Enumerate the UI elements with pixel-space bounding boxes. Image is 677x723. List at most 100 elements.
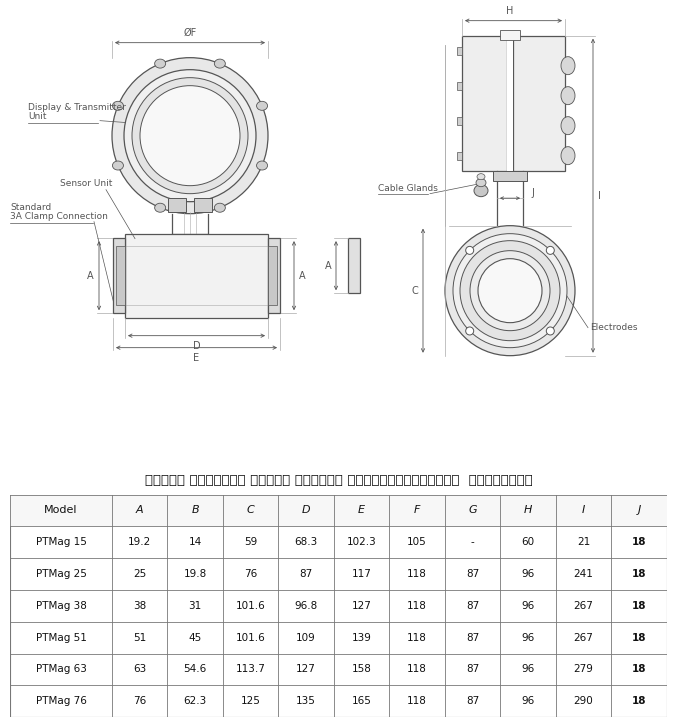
Text: 18: 18 [632,601,647,611]
Text: Sensor Unit: Sensor Unit [60,179,112,188]
Text: C: C [247,505,255,515]
Circle shape [546,247,554,254]
Text: PTMag 25: PTMag 25 [36,569,87,579]
Text: C: C [411,286,418,296]
Text: 127: 127 [352,601,372,611]
Text: 127: 127 [297,664,316,675]
Text: F: F [414,505,420,515]
Text: D: D [302,505,311,515]
Bar [168,197,186,212]
Text: 96: 96 [521,664,535,675]
Text: A: A [326,261,332,270]
Circle shape [453,234,567,348]
Circle shape [466,247,474,254]
Text: A: A [136,505,144,515]
Text: 38: 38 [133,601,146,611]
Text: G: G [186,121,194,131]
Text: 113.7: 113.7 [236,664,265,675]
Bar [194,197,212,212]
Text: Unit: Unit [28,111,47,121]
Text: -: - [471,537,475,547]
Text: 76: 76 [133,696,146,706]
Ellipse shape [476,179,486,187]
Text: 51: 51 [133,633,146,643]
Text: G: G [468,505,477,515]
Ellipse shape [561,116,575,134]
Text: B: B [515,290,521,299]
Bar [457,152,462,160]
Bar [348,238,360,293]
Text: 62.3: 62.3 [183,696,206,706]
Circle shape [546,327,554,335]
Bar [493,171,527,181]
Text: 118: 118 [407,633,427,643]
Text: 18: 18 [632,664,647,675]
Text: Standard: Standard [10,202,51,212]
Text: 18: 18 [632,537,647,547]
Bar [113,238,125,313]
Ellipse shape [154,203,166,213]
Circle shape [445,226,575,356]
Ellipse shape [215,203,225,213]
Text: 18: 18 [632,633,647,643]
Circle shape [470,251,550,330]
Text: 125: 125 [241,696,261,706]
Text: 45: 45 [189,633,202,643]
Text: 18: 18 [632,569,647,579]
Text: 14: 14 [189,537,202,547]
Text: 135: 135 [297,696,316,706]
Ellipse shape [477,174,485,180]
Circle shape [478,259,542,322]
Ellipse shape [124,69,256,202]
Text: 118: 118 [407,601,427,611]
Bar [116,246,125,305]
Text: PTMag 76: PTMag 76 [36,696,87,706]
Bar [268,238,280,313]
Text: I: I [582,505,585,515]
Ellipse shape [561,147,575,165]
Text: 279: 279 [573,664,594,675]
Text: 96: 96 [521,696,535,706]
Text: 96.8: 96.8 [294,601,318,611]
Text: 267: 267 [573,633,594,643]
Text: 87: 87 [466,569,479,579]
Text: PTMag 51: PTMag 51 [36,633,87,643]
Text: Electrodes: Electrodes [590,323,638,332]
Text: 96: 96 [521,569,535,579]
Text: 101.6: 101.6 [236,601,265,611]
Ellipse shape [561,56,575,74]
Text: 21: 21 [577,537,590,547]
Bar [457,47,462,55]
Text: H: H [506,6,514,16]
Text: 60: 60 [521,537,535,547]
Text: B: B [192,505,199,515]
Text: 3A Clamp Connection: 3A Clamp Connection [10,212,108,221]
Text: Cable Glands: Cable Glands [378,184,438,192]
Bar [125,234,268,317]
Ellipse shape [474,184,488,197]
Text: 63: 63 [133,664,146,675]
Text: 105: 105 [408,537,427,547]
Text: PTMag 63: PTMag 63 [36,664,87,675]
Ellipse shape [140,85,240,186]
Text: 19.8: 19.8 [183,569,206,579]
Text: 118: 118 [407,696,427,706]
Text: J: J [531,188,534,198]
Text: H: H [524,505,532,515]
Ellipse shape [154,59,166,68]
Text: 109: 109 [297,633,316,643]
Ellipse shape [561,87,575,105]
Text: D: D [193,341,200,351]
Bar [500,30,520,40]
Circle shape [460,241,560,341]
Text: 19.2: 19.2 [128,537,152,547]
Text: 87: 87 [299,569,313,579]
Text: 165: 165 [352,696,372,706]
Bar [457,82,462,90]
Text: 139: 139 [352,633,372,643]
Bar [507,35,513,171]
Text: 102.3: 102.3 [347,537,376,547]
Text: 241: 241 [573,569,594,579]
Text: 54.6: 54.6 [183,664,206,675]
Text: ØF: ØF [183,27,196,38]
